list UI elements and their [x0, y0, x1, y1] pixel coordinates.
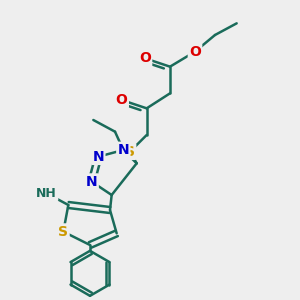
- Text: S: S: [58, 225, 68, 239]
- Text: NH: NH: [36, 187, 57, 200]
- Text: N: N: [92, 150, 104, 164]
- Text: O: O: [139, 51, 151, 65]
- Text: N: N: [86, 175, 98, 189]
- Text: O: O: [189, 45, 201, 59]
- Text: O: O: [116, 93, 127, 107]
- Text: N: N: [118, 143, 129, 157]
- Text: S: S: [125, 145, 135, 159]
